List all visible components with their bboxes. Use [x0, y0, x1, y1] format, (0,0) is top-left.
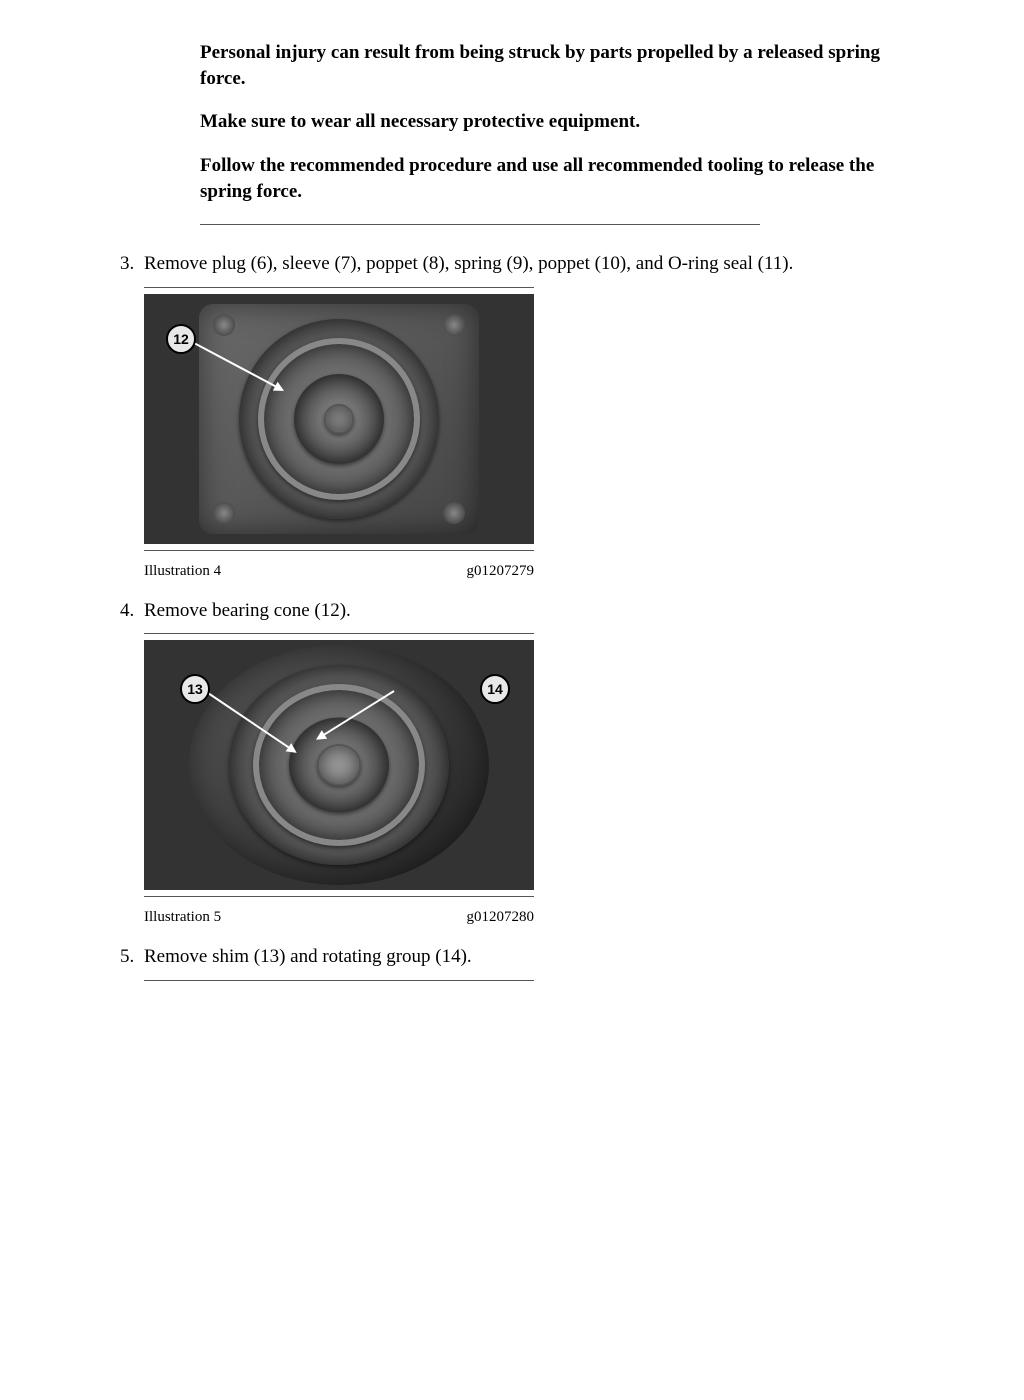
- step-text: Remove plug (6), sleeve (7), poppet (8),…: [144, 251, 793, 277]
- figure-4: 12 Illustration 4 g01207279: [144, 287, 904, 580]
- figure-bottom-rule: [144, 896, 534, 897]
- warning-line-2: Make sure to wear all necessary protecti…: [200, 109, 900, 135]
- warning-line-1: Personal injury can result from being st…: [200, 40, 900, 91]
- figure-top-rule: [144, 287, 534, 288]
- step-4: 4. Remove bearing cone (12).: [120, 598, 904, 624]
- callout-14: 14: [480, 674, 510, 704]
- step-number: 5.: [120, 944, 144, 970]
- figure-bottom-rule: [144, 550, 534, 551]
- figure-5: 13 14 Illustration 5 g01207280: [144, 633, 904, 926]
- illustration-label: Illustration 4: [144, 563, 221, 580]
- step-5: 5. Remove shim (13) and rotating group (…: [120, 944, 904, 970]
- illustration-gnum: g01207279: [467, 563, 535, 580]
- illustration-4-image: 12: [144, 294, 534, 544]
- illustration-5-image: 13 14: [144, 640, 534, 890]
- step-text: Remove shim (13) and rotating group (14)…: [144, 944, 472, 970]
- figure-top-rule: [144, 980, 534, 981]
- safety-warning: Personal injury can result from being st…: [200, 40, 900, 204]
- step-text: Remove bearing cone (12).: [144, 598, 351, 624]
- illustration-label: Illustration 5: [144, 909, 221, 926]
- figure-top-rule: [144, 633, 534, 634]
- warning-line-3: Follow the recommended procedure and use…: [200, 153, 900, 204]
- divider: [200, 224, 760, 225]
- figure-6-start: [144, 980, 904, 981]
- step-number: 4.: [120, 598, 144, 624]
- step-number: 3.: [120, 251, 144, 277]
- step-3: 3. Remove plug (6), sleeve (7), poppet (…: [120, 251, 904, 277]
- illustration-gnum: g01207280: [467, 909, 535, 926]
- callout-12: 12: [166, 324, 196, 354]
